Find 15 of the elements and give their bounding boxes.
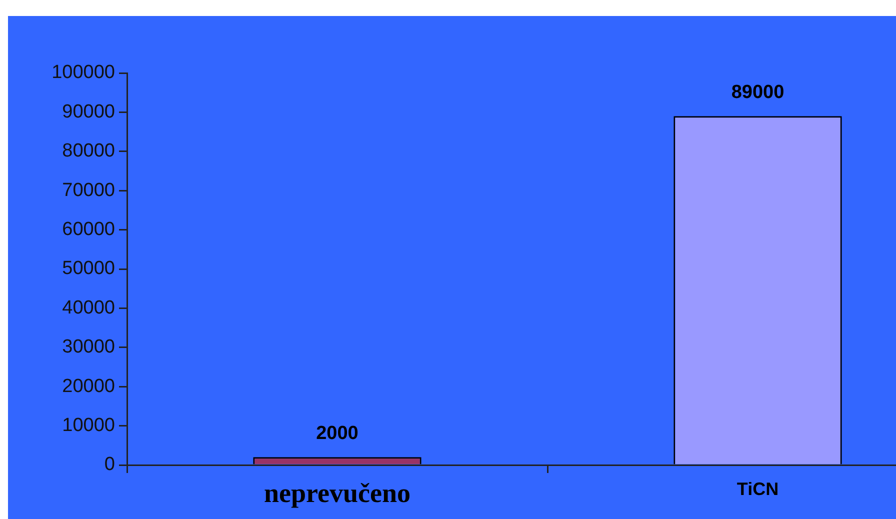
y-tick-label: 30000 — [62, 336, 115, 358]
y-tick-label: 50000 — [62, 258, 115, 280]
y-tick-label: 0 — [104, 454, 115, 476]
x-tick-label: TiCN — [736, 478, 779, 499]
data-label: 2000 — [316, 422, 358, 444]
y-tick-label: 90000 — [62, 101, 115, 122]
y-tick-label: 10000 — [62, 415, 115, 436]
y-tick-label: 20000 — [62, 376, 115, 397]
y-tick-label: 100000 — [52, 62, 115, 84]
data-label: 89000 — [731, 82, 784, 103]
y-tick-label: 60000 — [62, 219, 115, 240]
y-tick-label: 40000 — [62, 297, 115, 318]
y-tick-label: 80000 — [62, 140, 115, 162]
y-tick-label: 70000 — [62, 180, 115, 201]
x-tick-label: neprevučeno — [264, 478, 410, 508]
